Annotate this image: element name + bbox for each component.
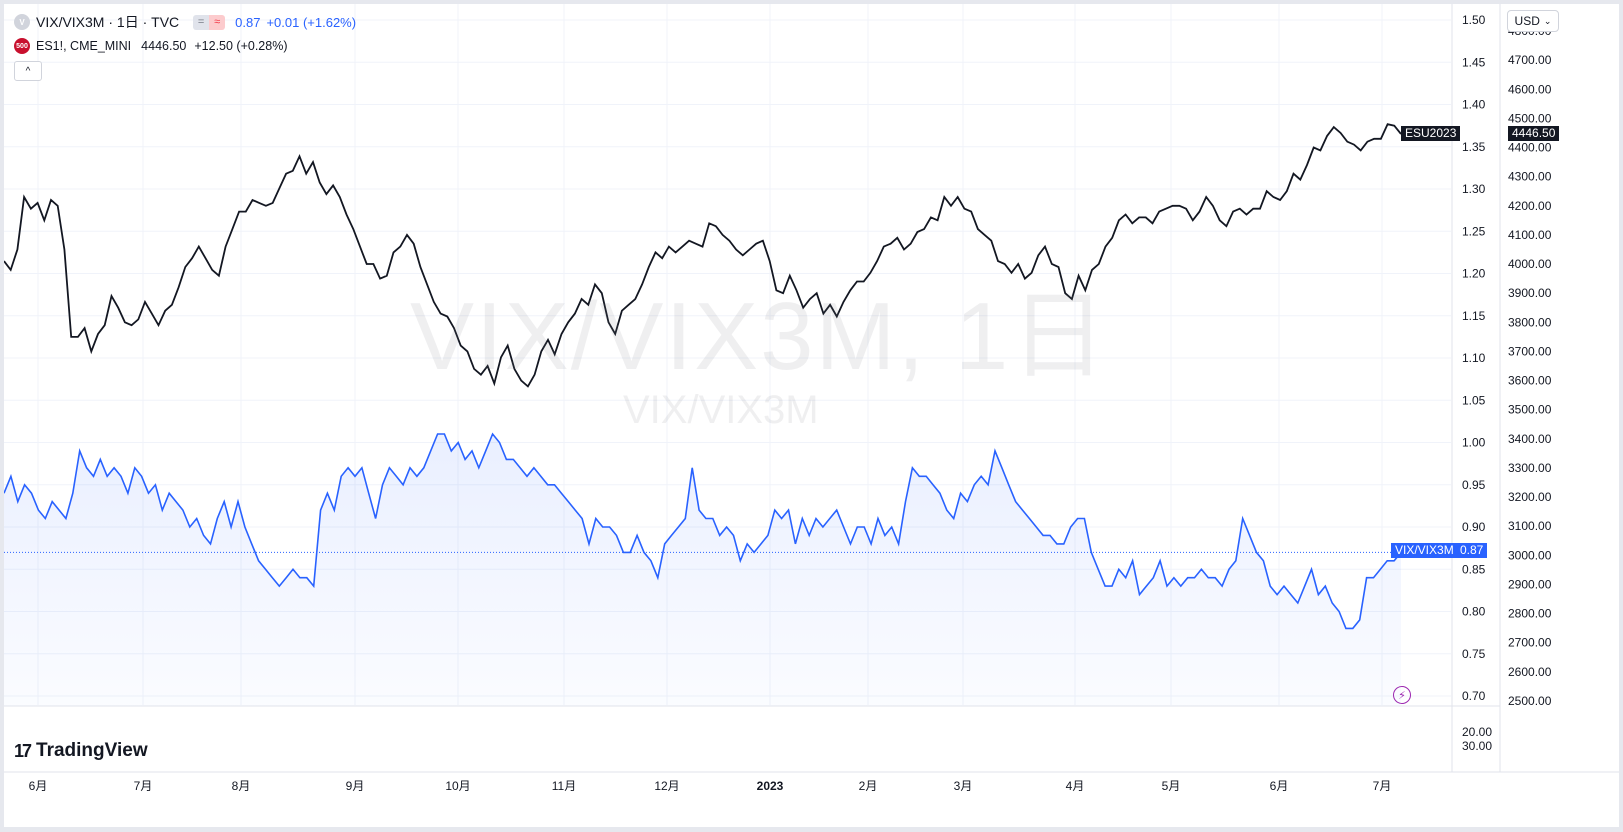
time-axis-label: 11月	[552, 779, 576, 793]
left-scale-tick: 1.05	[1462, 393, 1486, 407]
right-scale-tick: 4400.00	[1508, 141, 1552, 155]
left-scale-tick: 0.95	[1462, 478, 1486, 492]
time-axis-label: 6月	[29, 779, 48, 793]
right-scale-tick: 2700.00	[1508, 636, 1552, 650]
es-series-line[interactable]	[4, 123, 1402, 388]
vix-area-fill	[4, 434, 1401, 706]
left-scale-tick: 1.15	[1462, 309, 1486, 323]
left-scale-tick: 1.35	[1462, 140, 1486, 154]
time-axis-label: 12月	[654, 779, 679, 793]
left-scale-tick: 0.90	[1462, 520, 1486, 534]
right-scale-tick: 4200.00	[1508, 199, 1552, 213]
chevron-down-icon: ⌄	[1543, 15, 1552, 26]
vix-series-tag: VIX/VIX3M	[1391, 543, 1458, 558]
time-axis-label: 2月	[859, 779, 878, 793]
right-scale-tick: 4700.00	[1508, 53, 1552, 67]
right-scale-tick: 3500.00	[1508, 403, 1552, 417]
es-logo-icon: 500	[14, 38, 30, 54]
main-series-title[interactable]: VIX/VIX3M · 1日 · TVC	[36, 14, 180, 30]
time-axis-label: 3月	[954, 779, 973, 793]
main-series-legend[interactable]: V VIX/VIX3M · 1日 · TVC = ≈ 0.87 +0.01 (+…	[14, 11, 362, 33]
watermark-description: VIX/VIX3M	[623, 388, 819, 432]
right-scale-tick: 3400.00	[1508, 432, 1552, 446]
axes: 1.50 1.45 1.40 1.35 1.30 1.25 1.20 1.15 1.10 1.05…	[4, 4, 1619, 793]
collapse-legend-button[interactable]: ^	[14, 61, 42, 81]
right-scale-tick: 2900.00	[1508, 577, 1552, 591]
left-scale-tick: 0.75	[1462, 647, 1486, 661]
left-scale-tick: 1.10	[1462, 351, 1486, 365]
left-scale-tick: 1.45	[1462, 55, 1486, 69]
compare-series-change: +12.50 (+0.28%)	[194, 39, 288, 53]
left-scale-tick: 1.00	[1462, 436, 1486, 450]
right-scale-tick: 3900.00	[1508, 286, 1552, 300]
symbol-logo-icon: V	[14, 14, 30, 30]
left-scale-tick: 0.70	[1462, 689, 1486, 703]
currency-button[interactable]: USD ⌄	[1507, 10, 1559, 32]
time-axis-label: 7月	[1373, 779, 1392, 793]
time-axis-label: 9月	[346, 779, 365, 793]
time-axis-label: 5月	[1162, 779, 1181, 793]
right-scale-tick: 2500.00	[1508, 694, 1552, 708]
right-scale-tick: 3700.00	[1508, 344, 1552, 358]
lower-pane-tick: 30.00	[1462, 739, 1492, 753]
right-scale-tick: 4000.00	[1508, 257, 1552, 271]
compare-series-legend[interactable]: 500 ES1!, CME_MINI 4446.50 +12.50 (+0.28…	[14, 36, 287, 56]
left-scale-tick: 1.40	[1462, 98, 1486, 112]
compare-series-value: 4446.50	[141, 39, 187, 53]
main-series-change: +0.01 (+1.62%)	[266, 14, 357, 30]
right-scale-tick: 3600.00	[1508, 374, 1552, 388]
time-axis-label: 10月	[445, 779, 470, 793]
left-scale-tick: 1.20	[1462, 267, 1486, 281]
left-scale-tick: 1.50	[1462, 13, 1486, 27]
vix-series-line[interactable]	[4, 432, 1402, 630]
watermark-symbol: VIX/VIX3M, 1日	[410, 283, 1109, 390]
tradingview-logo-icon: 17	[14, 740, 32, 761]
left-scale-tick: 1.30	[1462, 182, 1486, 196]
left-scale-tick: 1.25	[1462, 224, 1486, 238]
right-scale-tick: 4500.00	[1508, 111, 1552, 125]
right-scale-tick: 4300.00	[1508, 170, 1552, 184]
tradingview-logo[interactable]: 17 TradingView	[14, 740, 148, 762]
es-price-label: 4446.50	[1508, 126, 1560, 141]
left-scale-tick: 0.85	[1462, 562, 1486, 576]
vix-price-label: 0.87	[1456, 543, 1488, 558]
right-scale-tick: 3300.00	[1508, 461, 1552, 475]
lightning-alert-icon[interactable]: ⚡	[1393, 686, 1411, 704]
right-scale-tick: 3000.00	[1508, 548, 1552, 562]
right-scale-tick: 4100.00	[1508, 228, 1552, 242]
compare-series-title[interactable]: ES1!, CME_MINI	[36, 39, 132, 53]
right-scale-tick: 2600.00	[1508, 665, 1552, 679]
series-status-icons: = ≈	[193, 14, 226, 30]
right-scale-tick: 3800.00	[1508, 315, 1552, 329]
es-series-tag: ESU2023	[1401, 126, 1461, 141]
left-scale-tick: 0.80	[1462, 605, 1486, 619]
time-axis-label: 2023	[757, 779, 784, 793]
approx-icon: ≈	[209, 14, 226, 30]
right-scale-tick: 3100.00	[1508, 519, 1552, 533]
time-axis-label: 7月	[134, 779, 153, 793]
chevron-up-icon: ^	[25, 65, 31, 77]
lower-pane-tick: 20.00	[1462, 725, 1492, 739]
main-series-value: 0.87	[235, 14, 261, 30]
right-scale-tick: 4600.00	[1508, 82, 1552, 96]
equals-icon: =	[193, 14, 210, 30]
time-axis-label: 6月	[1270, 779, 1289, 793]
chart-area[interactable]: 1.50 1.45 1.40 1.35 1.30 1.25 1.20 1.15 1.10 1.05…	[4, 4, 1619, 827]
right-scale-tick: 2800.00	[1508, 607, 1552, 621]
time-axis-label: 4月	[1066, 779, 1085, 793]
tradingview-logo-text: TradingView	[36, 740, 148, 761]
currency-label: USD	[1514, 14, 1540, 28]
right-scale-tick: 3200.00	[1508, 490, 1552, 504]
time-axis-label: 8月	[232, 779, 251, 793]
